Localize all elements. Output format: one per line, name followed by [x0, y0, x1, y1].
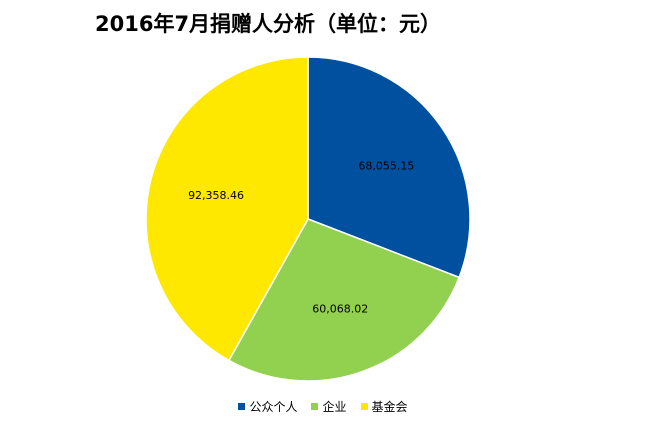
- legend-label-2: 基金会: [371, 400, 408, 414]
- pie-data-labels: 68,055.15 60,068.02 92,358.46: [188, 159, 414, 315]
- pie-data-label-2: 92,358.46: [188, 189, 244, 202]
- pie-data-label-1: 60,068.02: [312, 302, 368, 315]
- legend-item-1: 企业: [311, 398, 347, 415]
- chart-title: 2016年7月捐赠人分析（单位：元）: [95, 12, 442, 36]
- legend-swatch-0: [238, 403, 246, 410]
- chart-legend: 公众个人 企业 基金会: [0, 398, 646, 415]
- pie-slice-0: [307, 56, 471, 279]
- pie-data-label-0: 68,055.15: [358, 159, 414, 172]
- legend-label-1: 企业: [322, 400, 347, 414]
- pie-slices: [145, 56, 471, 382]
- pie-chart: 68,055.15 60,068.02 92,358.46: [145, 56, 471, 382]
- legend-label-0: 公众个人: [249, 400, 298, 414]
- legend-swatch-1: [311, 403, 319, 410]
- legend-item-0: 公众个人: [238, 398, 297, 415]
- legend-item-2: 基金会: [360, 398, 408, 415]
- pie-slice-2: [145, 56, 309, 362]
- pie-slice-1: [227, 218, 461, 382]
- legend-swatch-2: [360, 403, 368, 410]
